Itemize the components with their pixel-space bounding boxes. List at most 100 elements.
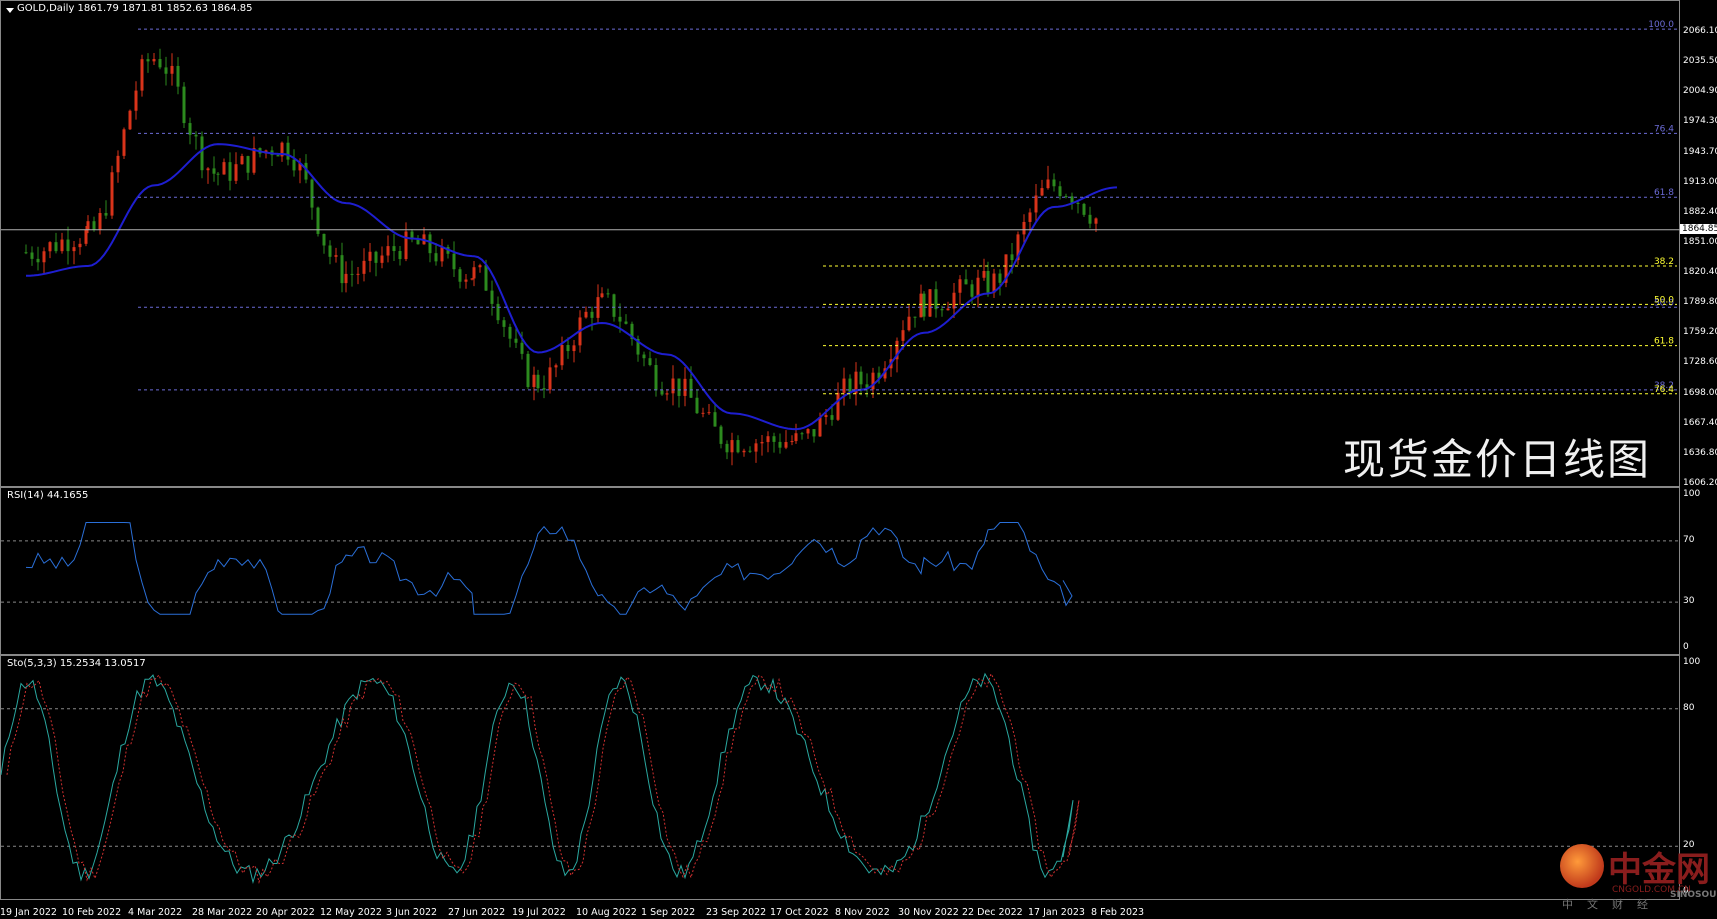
candle-body (24, 252, 28, 254)
logo-circle-icon (1560, 844, 1604, 888)
candle-body (398, 251, 402, 260)
candle-body (665, 393, 669, 395)
candle-body (84, 229, 88, 244)
candle-body (350, 273, 354, 275)
candle-body (648, 358, 652, 366)
time-axis-label: 4 Mar 2022 (128, 907, 183, 918)
candle-body (736, 440, 740, 453)
candle-body (992, 273, 996, 293)
candle-body (730, 440, 734, 453)
candle-body (1064, 196, 1068, 198)
candle-body (200, 136, 204, 171)
candle-body (532, 374, 536, 387)
chart-menu-arrow-icon[interactable] (6, 8, 14, 13)
candle-body (252, 148, 256, 173)
price-tick-label: 1882.40 (1683, 206, 1717, 217)
candle-body (478, 265, 482, 268)
candle-body (98, 213, 102, 230)
price-tick-label: 2004.90 (1683, 86, 1717, 97)
candle-body (464, 279, 468, 282)
candle-body (206, 168, 210, 171)
rsi-pane[interactable]: RSI(14) 44.1655 (0, 487, 1681, 655)
fib-label-lower: 38.2 (1654, 257, 1674, 267)
candle-body (216, 173, 220, 175)
time-axis-label: 10 Feb 2022 (62, 907, 122, 918)
price-tick-label: 1636.80 (1683, 447, 1717, 458)
candle-body (754, 443, 758, 452)
rsi-chart-svg (1, 522, 1681, 615)
candle-body (1088, 214, 1092, 224)
candle-body (240, 156, 244, 165)
candle-body (958, 279, 962, 293)
candle-body (1004, 254, 1008, 283)
candle-body (895, 340, 899, 360)
candle-body (508, 326, 512, 339)
candle-body (830, 415, 834, 420)
candle-body (748, 450, 752, 452)
price-pane[interactable]: GOLD,Daily 1861.79 1871.81 1852.63 1864.… (0, 0, 1681, 487)
price-tick-label: 1851.00 (1683, 236, 1717, 247)
candle-body (934, 289, 938, 310)
candle-body (458, 269, 462, 282)
candle-body (380, 255, 384, 263)
candle-body (742, 450, 746, 453)
price-tick-label: 1789.80 (1683, 297, 1717, 308)
candle-body (344, 273, 348, 284)
candle-body (146, 59, 150, 62)
candle-body (164, 67, 168, 74)
rsi-tick-label: 70 (1683, 534, 1695, 545)
sto-chart-svg (0, 672, 1681, 885)
candle-body (1010, 254, 1014, 261)
candle-body (304, 162, 308, 180)
candle-body (630, 323, 634, 339)
candle-body (618, 316, 622, 322)
candle-body (1022, 221, 1026, 235)
candles (24, 48, 1098, 466)
candle-body (928, 289, 932, 317)
candle-body (182, 86, 186, 124)
candle-body (901, 330, 905, 341)
candle-body (824, 415, 828, 418)
candle-body (778, 441, 782, 448)
candle-body (1040, 188, 1044, 196)
candle-body (286, 142, 290, 160)
candle-body (328, 245, 332, 257)
candle-body (310, 179, 314, 208)
candle-body (548, 367, 552, 390)
time-axis-label: 20 Apr 2022 (256, 907, 315, 918)
sto-pane-title: Sto(5,3,3) 15.2534 13.0517 (7, 658, 146, 669)
candle-body (392, 246, 396, 252)
candle-body (158, 59, 162, 68)
candle-body (560, 345, 564, 366)
candle-body (514, 338, 518, 343)
candle-body (152, 59, 156, 62)
rsi-tick-label: 0 (1683, 642, 1689, 652)
candle-body (66, 239, 70, 252)
candle-body (1052, 179, 1056, 187)
time-axis-label: 23 Sep 2022 (706, 907, 767, 918)
candle-body (842, 378, 846, 393)
rsi-tick-label: 100 (1683, 489, 1701, 499)
time-axis-label: 8 Nov 2022 (835, 907, 890, 918)
price-chart-svg: 100.076.461.850.038.238.250.061.876.4 (1, 20, 1681, 466)
candle-body (642, 354, 646, 359)
candle-body (356, 273, 360, 275)
candle-body (410, 231, 414, 240)
rsi-axis: 100 70 30 0 (1680, 487, 1717, 655)
logo-tagline: 中文财经 (1562, 898, 1662, 911)
candle-body (683, 378, 687, 396)
sto-axis: 100 80 20 0 (1680, 655, 1717, 900)
sto-pane[interactable]: Sto(5,3,3) 15.2534 13.0517 (0, 655, 1681, 900)
candle-body (472, 267, 476, 279)
candle-body (526, 353, 530, 387)
candle-body (859, 371, 863, 385)
price-tick-label: 1974.30 (1683, 116, 1717, 127)
candle-body (484, 265, 488, 291)
candle-body (584, 311, 588, 318)
candle-body (1034, 195, 1038, 213)
candle-body (695, 397, 699, 414)
candle-body (946, 308, 950, 311)
price-tick-label: 2066.10 (1683, 26, 1717, 36)
candle-body (976, 277, 980, 297)
candle-body (116, 155, 120, 173)
